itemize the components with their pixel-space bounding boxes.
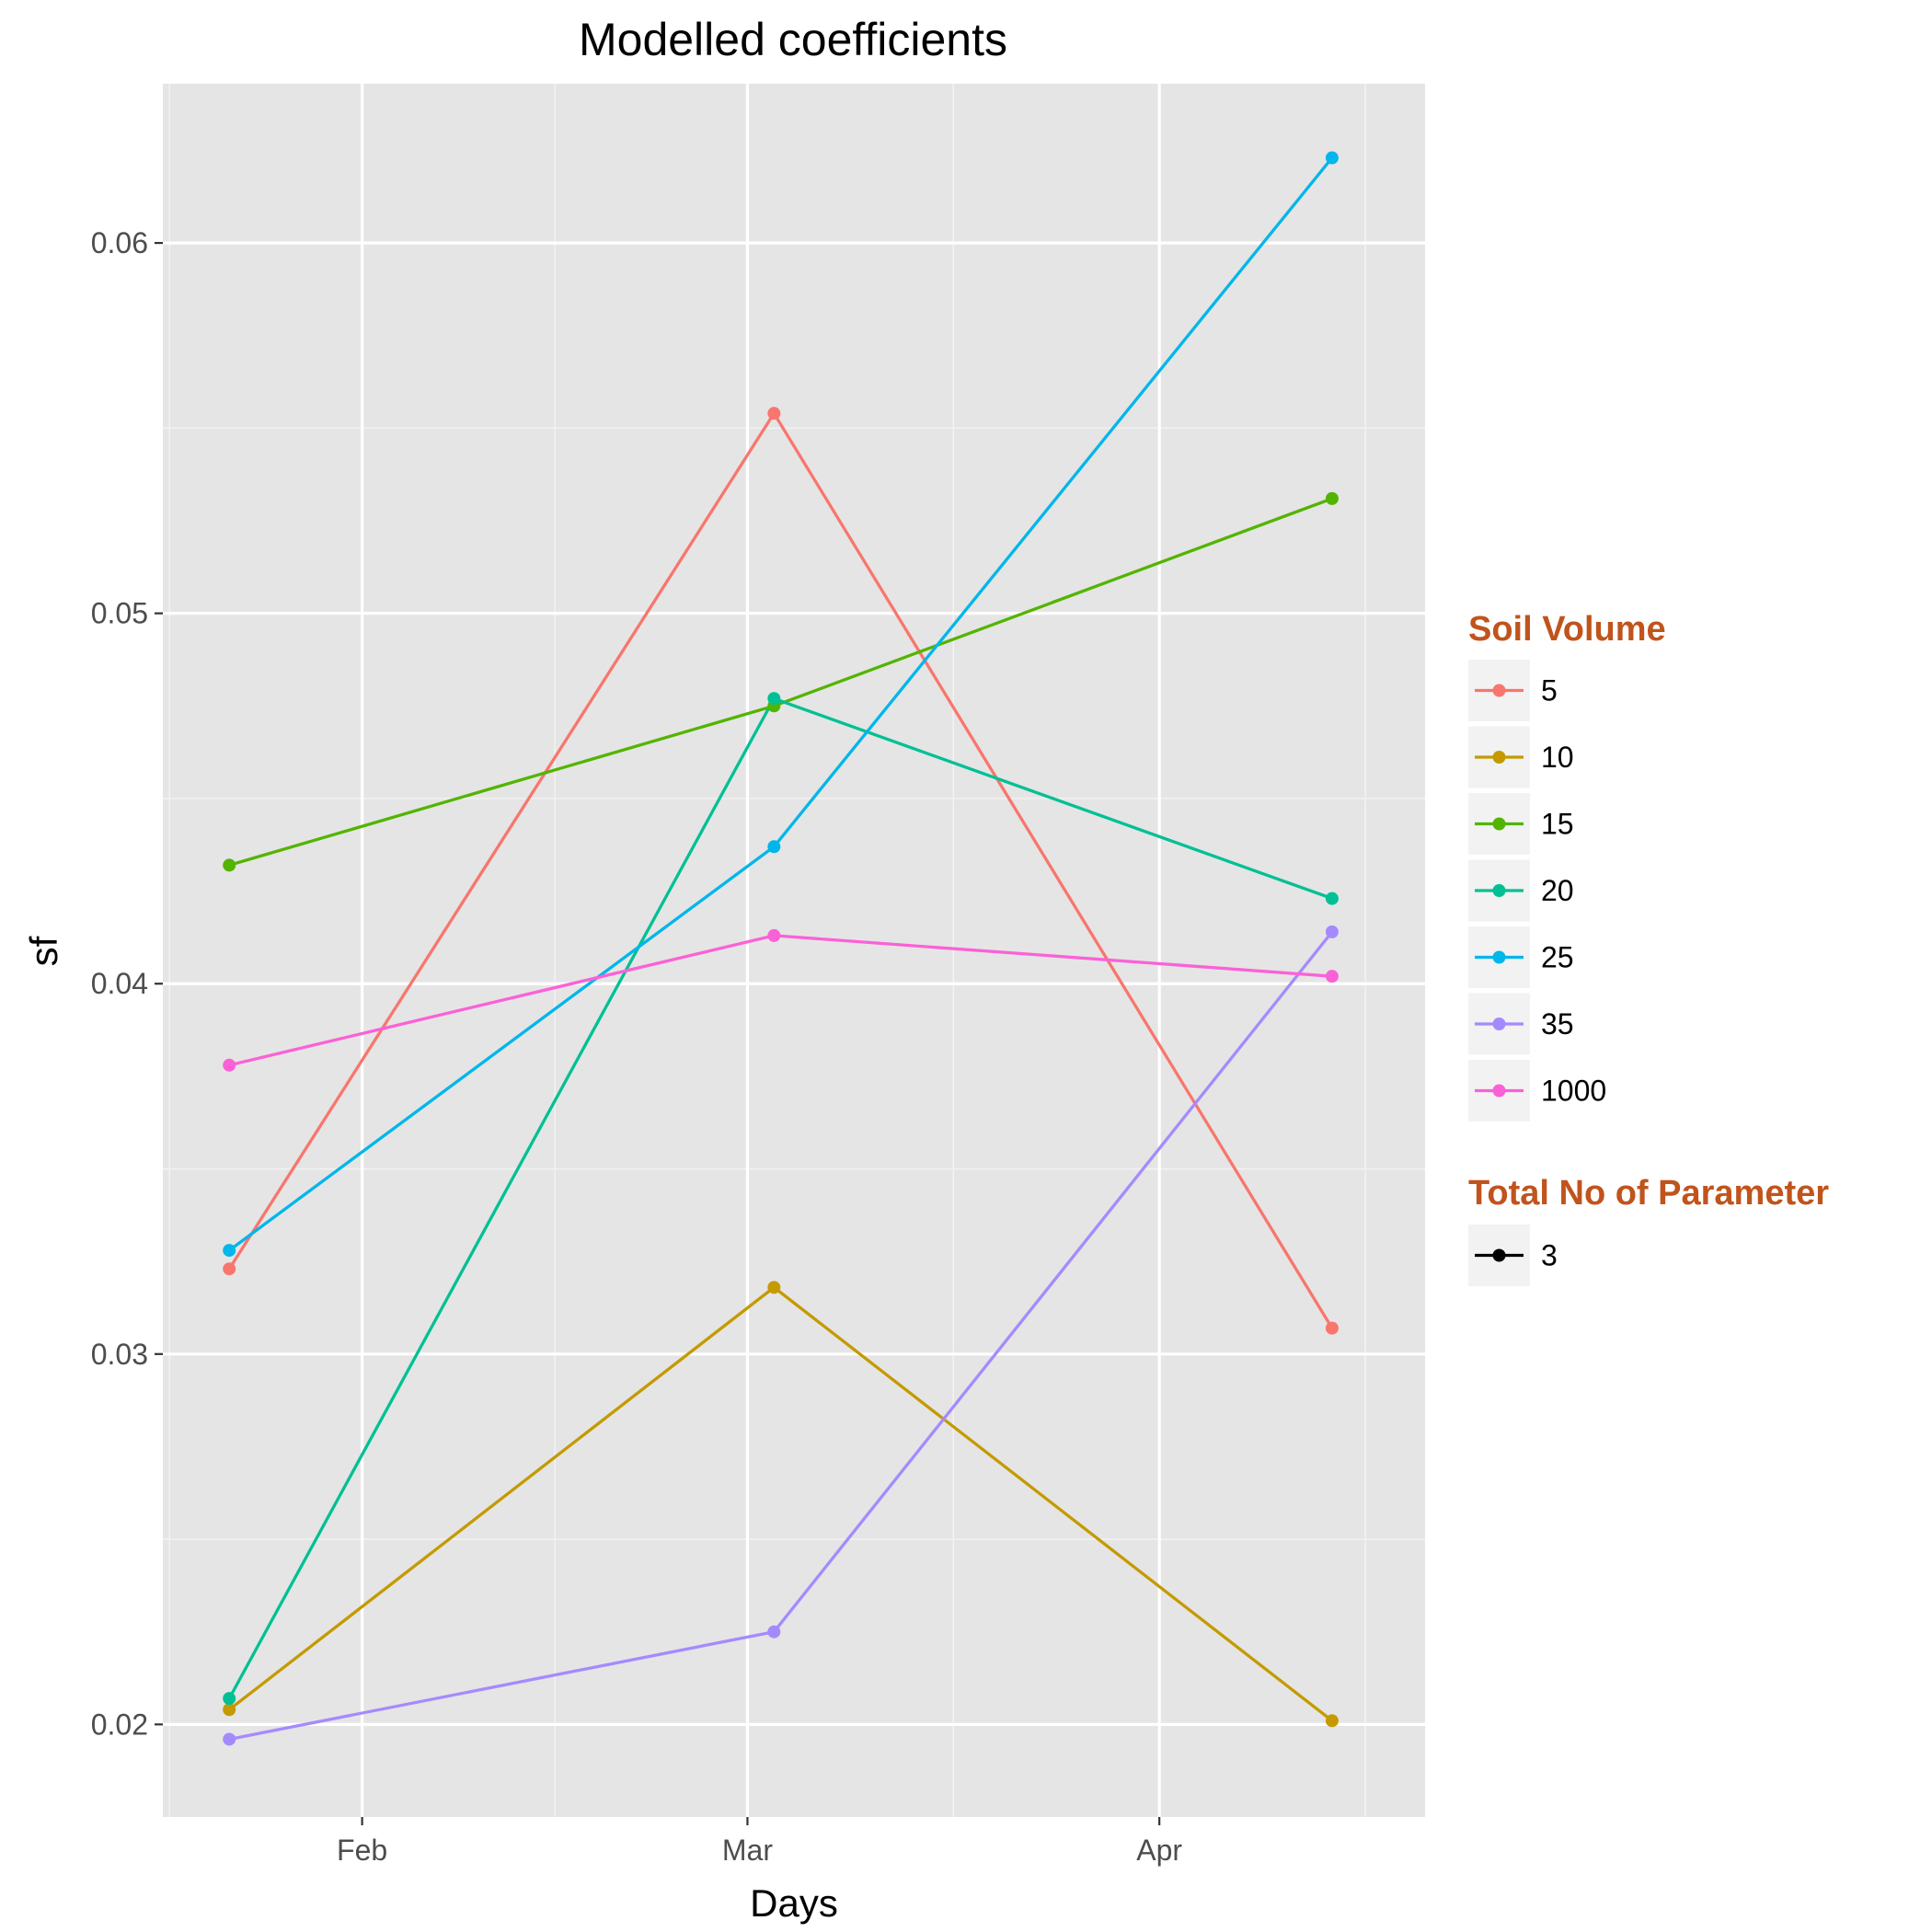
- legend-item-5: 5: [1468, 660, 1558, 721]
- legend-item-1000: 1000: [1468, 1060, 1606, 1121]
- series-point-20: [1325, 891, 1339, 905]
- legend-color-keys: 5 10 15 20 25 35 1000: [1468, 660, 1606, 1121]
- panel-background: [163, 84, 1425, 1817]
- legend-label: 25: [1541, 941, 1574, 974]
- series-point-10: [1325, 1714, 1339, 1728]
- x-axis: Feb Mar Apr: [337, 1817, 1182, 1867]
- legend: Soil Volume 5 10 15 20 25 35 1000 Total No of …: [1468, 610, 1829, 1286]
- series-point-25: [767, 840, 781, 854]
- legend-key-point: [1492, 684, 1506, 697]
- legend-item-25: 25: [1468, 926, 1574, 988]
- series-point-15: [1325, 491, 1339, 505]
- plot-panel: [163, 84, 1425, 1817]
- x-axis-title: Days: [750, 1881, 838, 1925]
- legend-key-point: [1492, 1248, 1506, 1262]
- series-point-20: [223, 1692, 236, 1706]
- legend-item-10: 10: [1468, 726, 1574, 788]
- legend-shape-item: 3: [1468, 1225, 1558, 1286]
- series-point-5: [223, 1262, 236, 1276]
- legend-item-35: 35: [1468, 993, 1574, 1055]
- y-tick-label: 0.05: [91, 597, 148, 630]
- legend-label: 20: [1541, 874, 1574, 907]
- legend-color-title: Soil Volume: [1468, 610, 1666, 649]
- series-point-20: [767, 692, 781, 706]
- x-tick-label: Feb: [337, 1834, 387, 1867]
- y-tick-label: 0.04: [91, 967, 148, 1000]
- legend-key-point: [1492, 1084, 1506, 1098]
- x-tick-label: Apr: [1136, 1834, 1182, 1867]
- legend-label: 1000: [1541, 1075, 1606, 1108]
- legend-key-point: [1492, 817, 1506, 831]
- legend-label: 35: [1541, 1007, 1574, 1041]
- series-point-25: [1325, 151, 1339, 165]
- legend-shape-keys: 3: [1468, 1225, 1558, 1286]
- legend-key-point: [1492, 884, 1506, 897]
- series-point-5: [767, 407, 781, 420]
- series-point-1000: [767, 928, 781, 942]
- series-point-35: [1325, 925, 1339, 938]
- series-point-1000: [223, 1058, 236, 1072]
- series-point-5: [1325, 1321, 1339, 1335]
- chart-title: Modelled coefficients: [579, 14, 1007, 65]
- legend-label: 15: [1541, 808, 1574, 841]
- legend-item-20: 20: [1468, 859, 1574, 922]
- y-tick-label: 0.02: [91, 1708, 148, 1741]
- y-axis: 0.02 0.03 0.04 0.05 0.06: [91, 226, 163, 1741]
- legend-item-15: 15: [1468, 793, 1574, 855]
- minor-gridlines: [163, 84, 1425, 1817]
- legend-label: 5: [1541, 674, 1558, 707]
- legend-key-point: [1492, 751, 1506, 764]
- legend-label: 10: [1541, 741, 1574, 774]
- series-point-1000: [1325, 970, 1339, 983]
- series-point-10: [223, 1703, 236, 1717]
- series-point-15: [223, 858, 236, 872]
- legend-shape-title: Total No of Parameter: [1468, 1174, 1829, 1213]
- y-tick-label: 0.06: [91, 226, 148, 259]
- legend-key-point: [1492, 1018, 1506, 1030]
- y-axis-title: sf: [22, 936, 65, 966]
- y-tick-label: 0.03: [91, 1338, 148, 1371]
- series-point-25: [223, 1244, 236, 1258]
- legend-key-point: [1492, 950, 1506, 964]
- series-point-35: [223, 1732, 236, 1746]
- legend-label: 3: [1541, 1239, 1558, 1272]
- series-point-10: [767, 1281, 781, 1294]
- series-point-35: [767, 1625, 781, 1639]
- x-tick-label: Mar: [722, 1834, 773, 1867]
- series-points: [223, 151, 1339, 1746]
